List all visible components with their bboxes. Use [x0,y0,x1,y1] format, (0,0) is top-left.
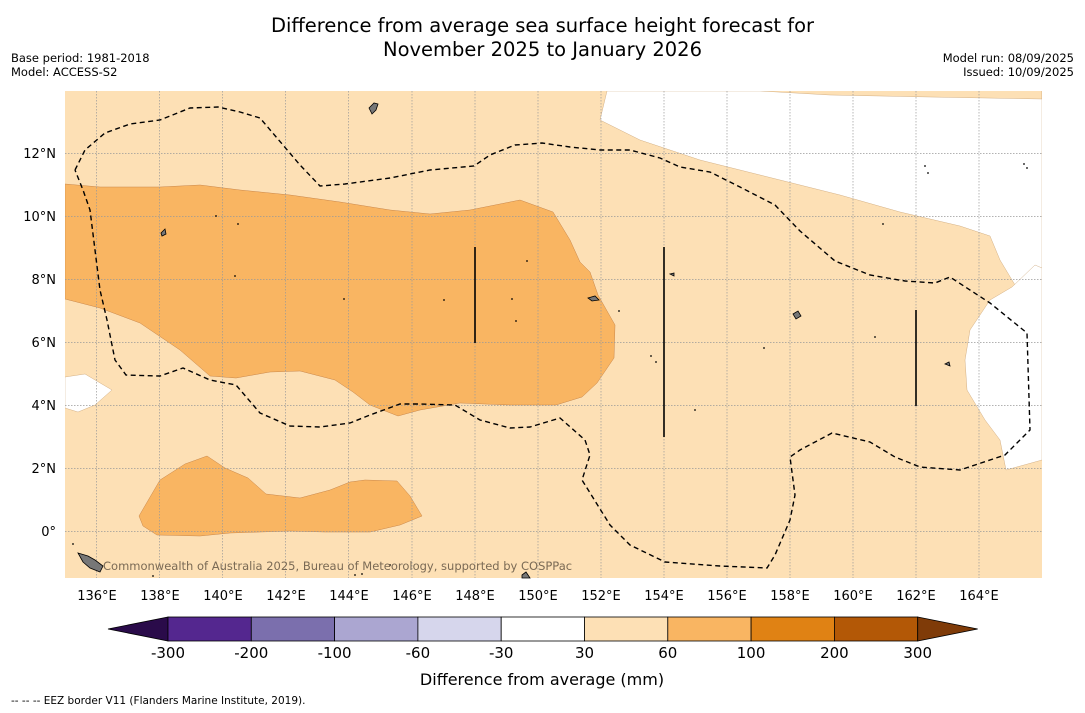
island-north [368,102,379,115]
eez-borders [74,106,1031,569]
lat-label: 10°N [23,210,56,225]
colorbar-cell [667,616,752,642]
island-west [160,228,167,237]
colorbar-cell [750,616,835,642]
elevated-region-south [138,455,423,537]
neutral-region-west [65,373,113,413]
meta-left: Base period: 1981-2018 Model: ACCESS-S2 [11,51,150,79]
chart-title: Difference from average sea surface heig… [0,14,1085,62]
colorbar-cell [500,616,585,642]
lon-label: 150°E [518,589,558,604]
latitude-labels: 12°N 10°N 8°N 6°N 4°N 2°N 0° [23,147,56,540]
lat-label: 6°N [32,336,57,351]
small-islets [72,163,1028,577]
colorbar-tick: 30 [575,644,594,662]
lon-label: 148°E [455,589,495,604]
colorbar-cell [584,616,669,642]
lon-label: 156°E [707,589,747,604]
lon-label: 164°E [959,589,999,604]
lon-label: 158°E [770,589,810,604]
colorbar-cells [107,616,978,642]
colorbar-tick: -200 [234,644,268,662]
colorbar-cell [417,616,502,642]
lon-label: 152°E [581,589,621,604]
title-line-1: Difference from average sea surface heig… [270,14,815,37]
lat-label: 12°N [23,147,56,162]
colorbar-tick: -300 [151,644,185,662]
eez-footnote: -- -- -- EEZ border V11 (Flanders Marine… [11,695,306,707]
colorbar-tick: -100 [318,644,352,662]
model-run: Model run: 08/09/2025 [942,51,1074,65]
copyright-notice: Commonwealth of Australia 2025, Bureau o… [103,559,572,573]
colorbar-extension-high [917,616,978,642]
elevated-region-north [65,183,616,417]
island-sw-1 [77,552,104,573]
title-line-2: November 2025 to January 2026 [383,38,702,61]
lat-label: 4°N [32,399,57,414]
lon-label: 136°E [77,589,117,604]
colorbar-tick: -60 [406,644,431,662]
issued-date: Issued: 10/09/2025 [963,65,1074,79]
colorbar-tick: 100 [737,644,766,662]
meta-right: Model run: 08/09/2025 Issued: 10/09/2025 [943,51,1074,79]
lon-label: 144°E [329,589,369,604]
model-name: Model: ACCESS-S2 [11,65,118,79]
colorbar-cell [834,616,919,642]
islands [77,102,951,579]
colorbar: -300 -200 -100 -60 -30 30 60 100 200 300 Differen… [107,616,978,689]
lat-label: 8°N [32,273,57,288]
eez-border-palau-fsm [74,106,1031,569]
base-period: Base period: 1981-2018 [11,51,150,65]
lon-label: 140°E [203,589,243,604]
colorbar-tick: 60 [658,644,677,662]
island-middle [587,295,600,302]
lon-label: 160°E [833,589,873,604]
lon-label: 146°E [392,589,432,604]
island-east-3 [944,361,951,367]
solid-boundaries [474,247,917,437]
colorbar-tick: 200 [820,644,849,662]
colorbar-label: Difference from average (mm) [420,670,664,689]
lat-label: 0° [41,525,56,540]
island-east-2 [668,272,675,277]
colorbar-extension-low [107,616,169,642]
neutral-region-east [964,264,1042,471]
lat-label: 2°N [32,462,57,477]
colorbar-tick: -30 [489,644,514,662]
lon-label: 142°E [266,589,306,604]
island-east-1 [792,310,802,320]
colorbar-cell [250,616,336,642]
map-panel: Commonwealth of Australia 2025, Bureau o… [65,91,1042,579]
lon-label: 154°E [644,589,684,604]
colorbar-tick: 300 [903,644,932,662]
colorbar-cell [167,616,252,642]
lon-label: 138°E [140,589,180,604]
lon-label: 162°E [896,589,936,604]
colorbar-tick-labels: -300 -200 -100 -60 -30 30 60 100 200 300 [151,644,932,662]
island-sw-2 [521,571,531,579]
colorbar-cell [334,616,419,642]
longitude-labels: 136°E 138°E 140°E 142°E 144°E 146°E 148°… [77,589,999,604]
